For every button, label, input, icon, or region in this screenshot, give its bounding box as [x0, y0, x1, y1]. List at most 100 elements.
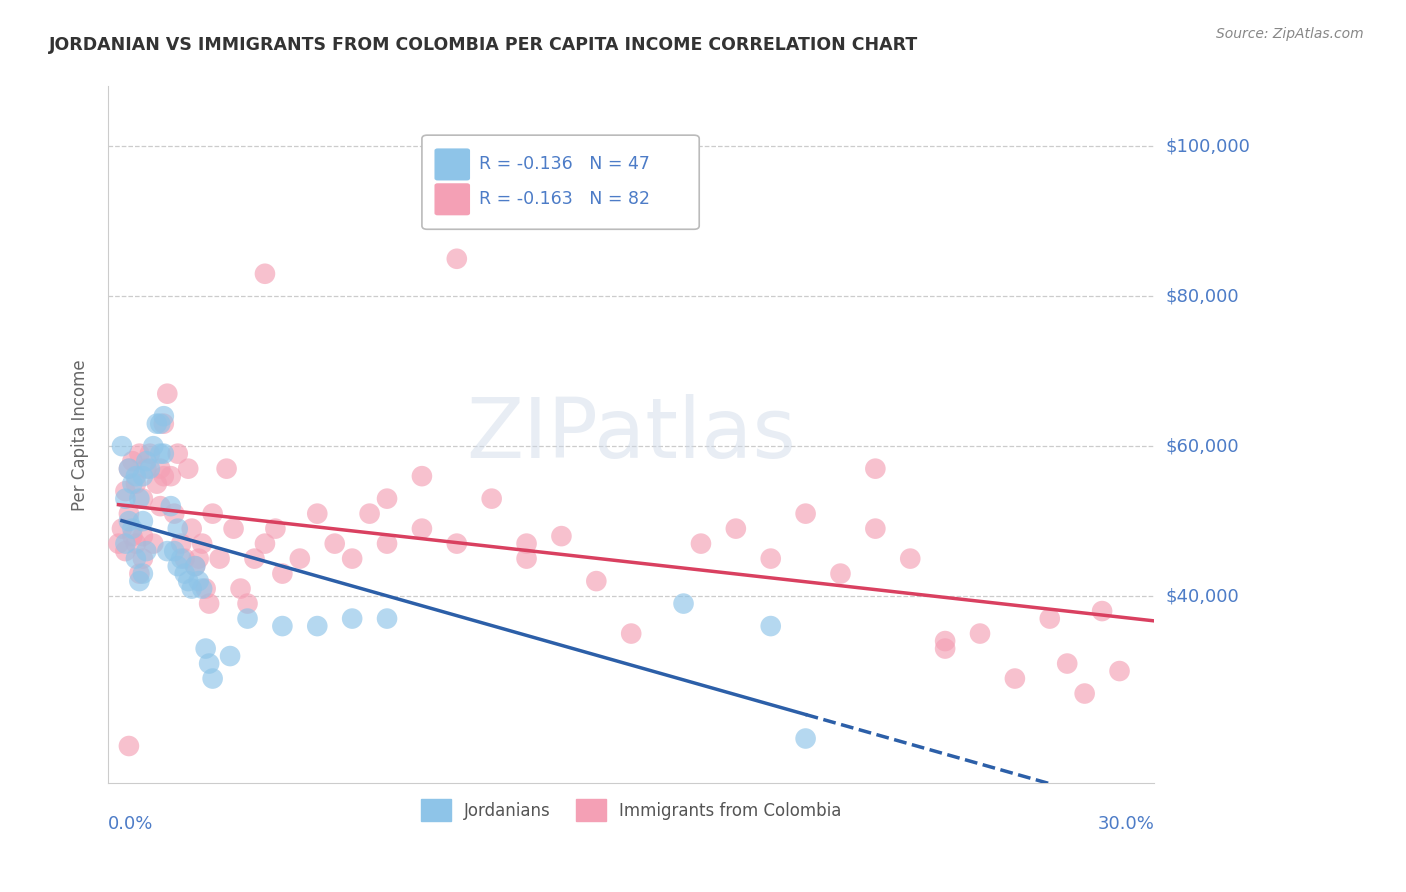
Point: [153, 417, 176, 431]
Text: ZIPatlas: ZIPatlas: [467, 394, 796, 475]
Point: [1091, 604, 1114, 618]
Point: [340, 611, 363, 625]
Point: [724, 522, 747, 536]
Point: [1056, 657, 1078, 671]
Point: [198, 657, 221, 671]
Point: [271, 566, 294, 581]
Point: [620, 626, 643, 640]
Point: [128, 491, 150, 506]
Y-axis label: Per Capita Income: Per Capita Income: [72, 359, 89, 511]
Point: [128, 447, 150, 461]
Point: [111, 439, 134, 453]
Point: [411, 522, 433, 536]
Point: [865, 522, 887, 536]
Point: [690, 536, 713, 550]
Point: [153, 409, 176, 424]
Point: [323, 536, 346, 550]
Point: [139, 447, 162, 461]
Point: [132, 566, 155, 581]
Point: [236, 611, 259, 625]
Point: [934, 641, 956, 656]
Point: [107, 536, 129, 550]
Point: [132, 469, 155, 483]
Text: Source: ZipAtlas.com: Source: ZipAtlas.com: [1216, 27, 1364, 41]
Point: [215, 461, 238, 475]
Point: [166, 522, 188, 536]
Point: [516, 536, 538, 550]
Point: [163, 544, 186, 558]
Point: [898, 551, 921, 566]
Point: [830, 566, 852, 581]
Point: [180, 522, 202, 536]
Point: [114, 544, 136, 558]
Point: [153, 447, 176, 461]
Point: [585, 574, 607, 588]
Point: [111, 522, 134, 536]
Point: [149, 461, 172, 475]
Point: [307, 507, 329, 521]
Point: [135, 461, 157, 475]
Point: [142, 536, 165, 550]
Point: [125, 536, 148, 550]
Point: [121, 522, 143, 536]
Point: [198, 597, 221, 611]
Point: [121, 454, 143, 468]
Point: [114, 484, 136, 499]
Point: [132, 491, 155, 506]
Point: [135, 544, 157, 558]
Point: [184, 559, 207, 574]
Point: [446, 252, 468, 266]
Point: [149, 417, 172, 431]
Point: [132, 551, 155, 566]
Point: [125, 476, 148, 491]
Point: [375, 536, 398, 550]
Point: [1039, 611, 1062, 625]
Point: [159, 499, 181, 513]
Point: [201, 507, 224, 521]
Point: [128, 574, 150, 588]
Point: [446, 536, 468, 550]
Point: [794, 507, 817, 521]
Point: [288, 551, 311, 566]
Point: [219, 648, 242, 663]
Point: [375, 491, 398, 506]
Point: [166, 447, 188, 461]
Point: [672, 597, 695, 611]
Point: [253, 536, 276, 550]
Point: [1073, 687, 1095, 701]
Point: [114, 536, 136, 550]
Point: [550, 529, 572, 543]
Point: [149, 447, 172, 461]
Point: [253, 267, 276, 281]
Point: [180, 582, 202, 596]
FancyBboxPatch shape: [434, 183, 470, 215]
Point: [759, 619, 782, 633]
Point: [191, 582, 214, 596]
Point: [121, 529, 143, 543]
Point: [934, 634, 956, 648]
Text: $80,000: $80,000: [1166, 287, 1239, 305]
Point: [1004, 672, 1026, 686]
Point: [128, 566, 150, 581]
Point: [229, 582, 252, 596]
Point: [264, 522, 287, 536]
Point: [118, 739, 141, 753]
Point: [177, 574, 200, 588]
Point: [153, 469, 176, 483]
Point: [759, 551, 782, 566]
Point: [173, 551, 195, 566]
Point: [340, 551, 363, 566]
Point: [125, 551, 148, 566]
Point: [156, 386, 179, 401]
Point: [118, 514, 141, 528]
Point: [118, 461, 141, 475]
Point: [156, 544, 179, 558]
Point: [159, 469, 181, 483]
Point: [135, 454, 157, 468]
Point: [184, 559, 207, 574]
Text: $60,000: $60,000: [1166, 437, 1239, 455]
Point: [794, 731, 817, 746]
Point: [865, 461, 887, 475]
Point: [146, 476, 169, 491]
Text: 0.0%: 0.0%: [108, 815, 153, 833]
